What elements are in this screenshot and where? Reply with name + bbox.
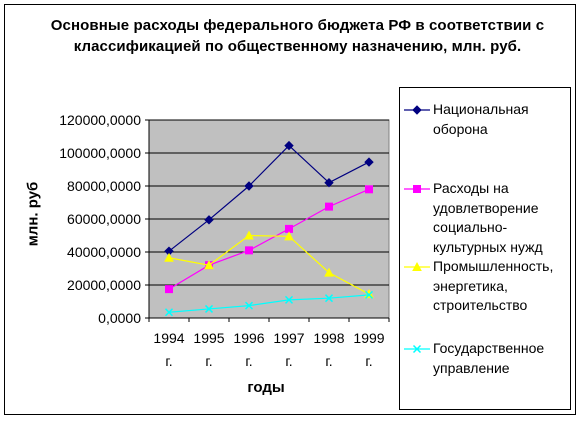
x-axis-label: годы [247,379,285,396]
x-tick-label: 1996 г. [233,330,264,369]
x-tick-label: 1994 г. [153,330,184,369]
series-line-3 [168,234,370,295]
x-tick-label: 1997 г. [273,330,304,369]
data-point-s1-5 [324,177,334,188]
data-point-s3-4 [284,231,294,241]
data-point-s4-4 [284,295,294,304]
legend-label-1: Национальная оборона [433,101,529,137]
series-line-2 [168,188,370,290]
data-point-s4-6 [364,290,374,299]
legend-label-4: Государственное управление [433,340,545,376]
y-tick-label: 0,0000 [98,310,141,326]
series-line-1 [168,144,370,252]
data-point-s2-6 [365,185,373,194]
data-point-s4-2 [204,304,214,313]
y-tick-label: 120000,0000 [59,112,141,128]
series-line-4 [168,294,370,313]
legend-label-2: Расходы на удовлетворение социально-куль… [433,180,543,255]
data-point-s3-2 [204,260,214,270]
data-point-s2-1 [165,285,173,294]
data-point-s4-5 [324,294,334,303]
data-point-s1-6 [364,157,374,167]
legend-marker-1 [404,105,430,115]
data-point-s2-3 [245,246,253,255]
y-tick-label: 100000,0000 [59,145,141,161]
y-tick-label: 60000,0000 [67,211,141,227]
legend-symbol-4 [412,344,422,354]
chart-title: Основные расходы федерального бюджета РФ… [50,17,545,55]
y-tick-label: 40000,0000 [67,244,141,260]
x-tick-label: 1995 г. [193,330,224,369]
y-tick-label: 80000,0000 [67,178,141,194]
legend-label-3: Промышленность, энергетика, строительств… [433,258,554,313]
data-point-s3-5 [324,267,334,277]
x-tick-label: 1998 г. [313,330,344,369]
data-point-s1-3 [244,181,254,191]
legend-marker-4 [404,344,430,354]
legend-symbol-1 [412,105,422,115]
data-point-s3-1 [164,252,174,262]
data-point-s4-3 [244,301,254,310]
data-point-s1-4 [284,140,294,151]
data-point-s2-5 [325,202,333,211]
data-point-s3-3 [244,230,254,240]
y-axis-label: млн. руб [24,181,42,247]
legend-symbol-3 [412,261,422,271]
x-tick-label: 1999 г. [353,330,384,369]
chart-legend: Национальная оборона Расходы на удовлетво… [399,87,571,410]
legend-marker-3 [404,261,430,271]
legend-symbol-2 [413,185,421,193]
y-tick-label: 20000,0000 [67,277,141,293]
legend-marker-2 [404,185,430,193]
data-point-s1-2 [204,215,214,225]
data-point-s4-1 [164,308,174,317]
